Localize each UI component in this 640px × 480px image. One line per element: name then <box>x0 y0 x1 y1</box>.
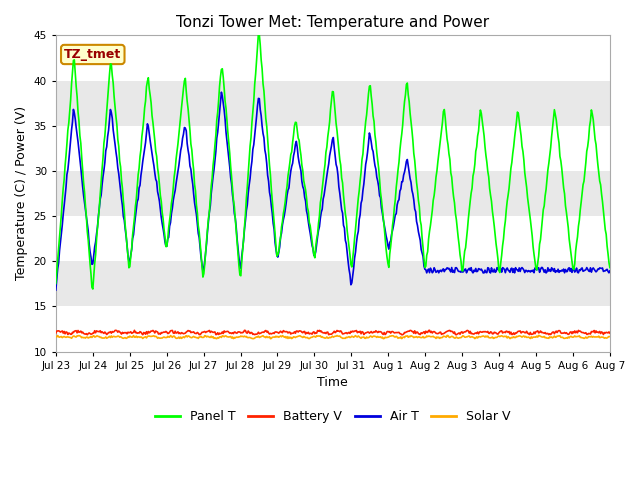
Air T <box>470 267 477 273</box>
Battery V <box>303 330 311 336</box>
Solar V <box>380 336 387 341</box>
Battery V <box>606 330 614 336</box>
Solar V <box>150 333 157 339</box>
Line: Solar V: Solar V <box>56 336 610 339</box>
Battery V <box>423 329 431 335</box>
Solar V <box>470 335 477 340</box>
Air T <box>303 212 311 218</box>
Panel T <box>89 286 97 292</box>
Solar V <box>606 334 614 339</box>
Panel T <box>424 249 431 254</box>
Battery V <box>471 330 479 336</box>
Air T <box>218 89 225 95</box>
Panel T <box>255 31 262 36</box>
Line: Panel T: Panel T <box>56 34 610 289</box>
Panel T <box>380 224 388 229</box>
Bar <box>56 261 610 306</box>
Panel T <box>606 265 614 271</box>
Panel T <box>471 161 479 167</box>
Panel T <box>151 138 159 144</box>
Air T <box>195 230 202 236</box>
Bar <box>56 126 610 171</box>
Air T <box>380 217 387 223</box>
Bar <box>56 81 610 126</box>
Bar <box>56 171 610 216</box>
Panel T <box>195 229 203 235</box>
Solar V <box>195 336 202 341</box>
Air T <box>52 287 60 293</box>
Title: Tonzi Tower Met: Temperature and Power: Tonzi Tower Met: Temperature and Power <box>176 15 490 30</box>
Text: TZ_tmet: TZ_tmet <box>64 48 122 61</box>
Bar <box>56 306 610 351</box>
Panel T <box>305 208 312 214</box>
Air T <box>150 163 157 168</box>
Battery V <box>83 332 91 337</box>
Solar V <box>52 334 60 339</box>
Air T <box>606 268 614 274</box>
Legend: Panel T, Battery V, Air T, Solar V: Panel T, Battery V, Air T, Solar V <box>150 405 516 428</box>
Battery V <box>380 332 387 337</box>
Y-axis label: Temperature (C) / Power (V): Temperature (C) / Power (V) <box>15 107 28 280</box>
Air T <box>423 270 431 276</box>
Panel T <box>52 281 60 287</box>
Solar V <box>423 333 431 339</box>
X-axis label: Time: Time <box>317 376 348 389</box>
Battery V <box>52 330 60 336</box>
Battery V <box>195 332 203 337</box>
Solar V <box>303 335 311 340</box>
Solar V <box>535 333 543 338</box>
Solar V <box>213 336 221 342</box>
Bar <box>56 36 610 81</box>
Line: Battery V: Battery V <box>56 330 610 335</box>
Bar <box>56 216 610 261</box>
Battery V <box>151 330 159 336</box>
Battery V <box>426 327 433 333</box>
Line: Air T: Air T <box>56 92 610 290</box>
